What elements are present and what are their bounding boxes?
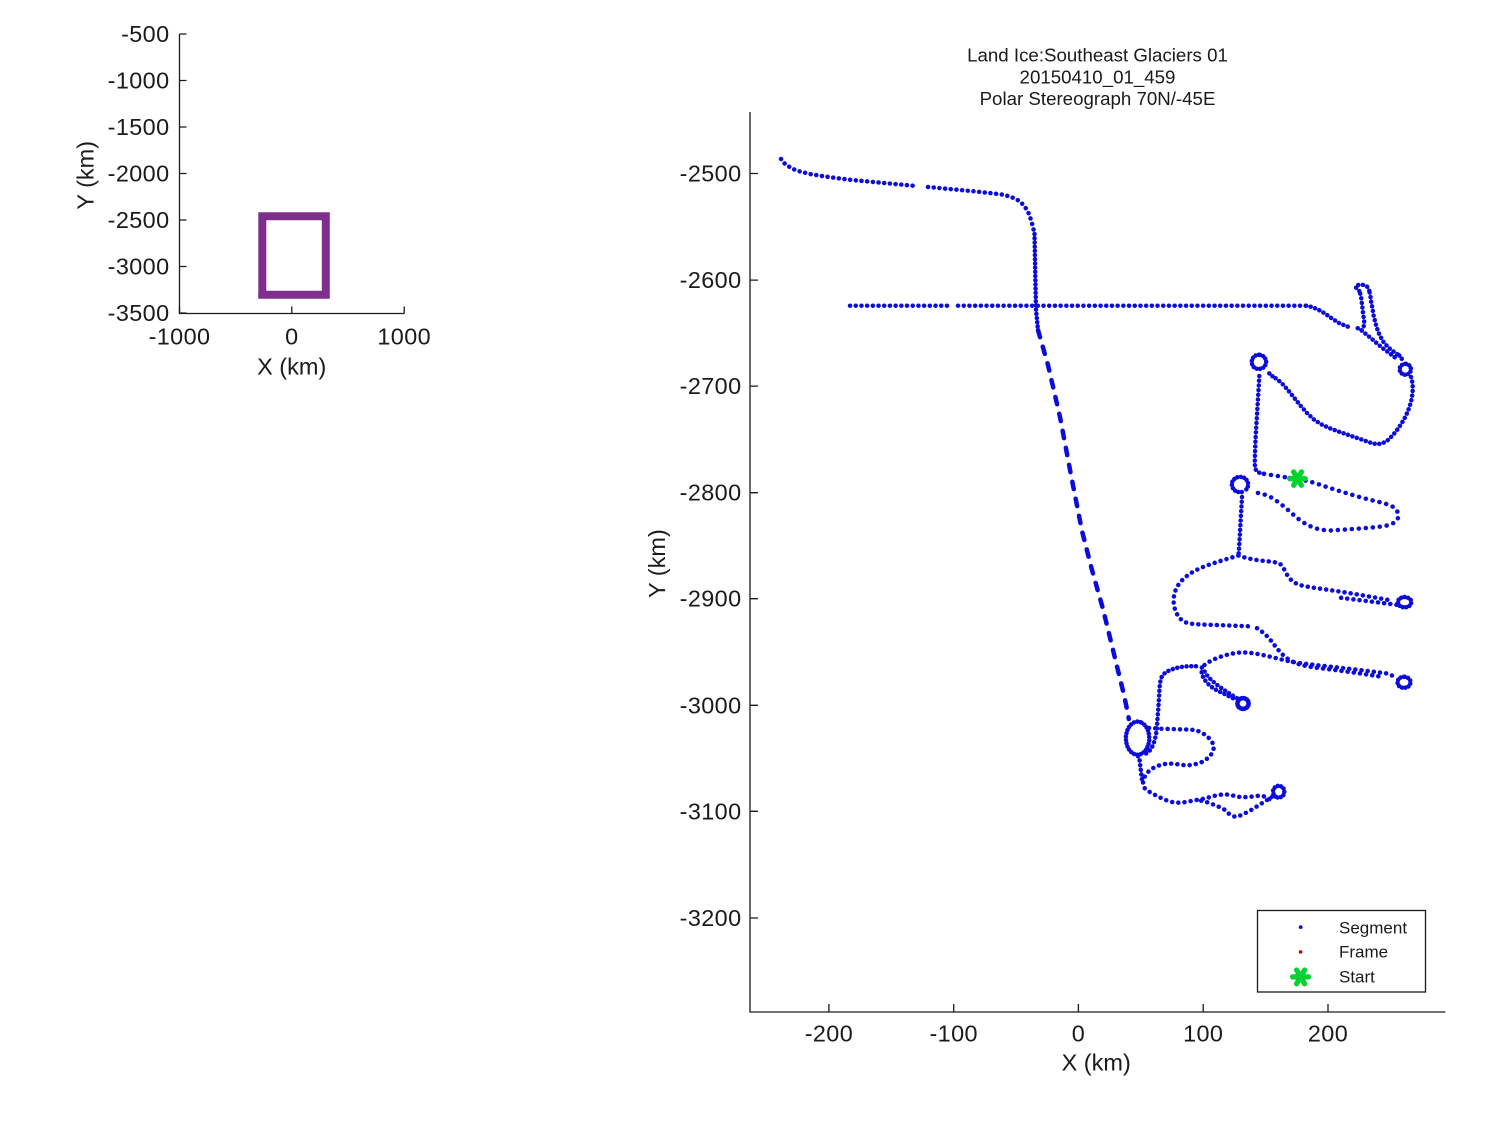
- svg-text:100: 100: [1183, 1021, 1223, 1047]
- svg-text:X (km): X (km): [257, 354, 326, 380]
- svg-text:Land Ice:Southeast Glaciers 01: Land Ice:Southeast Glaciers 01: [967, 45, 1228, 66]
- svg-text:20150410_01_459: 20150410_01_459: [1020, 66, 1176, 88]
- svg-text:-1000: -1000: [149, 324, 211, 350]
- svg-text:Polar Stereograph 70N/-45E: Polar Stereograph 70N/-45E: [980, 88, 1216, 109]
- svg-text:-3200: -3200: [680, 905, 742, 931]
- svg-text:Start: Start: [1339, 968, 1375, 987]
- svg-text:-2500: -2500: [680, 161, 742, 187]
- svg-text:0: 0: [1072, 1021, 1085, 1047]
- svg-text:-2700: -2700: [680, 373, 742, 399]
- svg-text:-500: -500: [121, 21, 169, 47]
- svg-text:1000: 1000: [377, 324, 431, 350]
- svg-text:200: 200: [1308, 1021, 1348, 1047]
- svg-text:-1500: -1500: [108, 114, 170, 140]
- svg-text:-2600: -2600: [680, 267, 742, 293]
- svg-text:-2000: -2000: [108, 160, 170, 186]
- svg-text:-100: -100: [929, 1021, 977, 1047]
- svg-text:-3500: -3500: [108, 300, 170, 326]
- svg-text:0: 0: [285, 324, 298, 350]
- svg-text:-1000: -1000: [108, 67, 170, 93]
- svg-text:-3000: -3000: [680, 692, 742, 718]
- svg-text:Y (km): Y (km): [72, 141, 98, 210]
- svg-text:-200: -200: [805, 1021, 853, 1047]
- svg-text:Y (km): Y (km): [644, 529, 670, 598]
- svg-text:-2500: -2500: [108, 207, 170, 233]
- svg-text:-2800: -2800: [680, 480, 742, 506]
- svg-text:-3100: -3100: [680, 798, 742, 824]
- svg-text:Frame: Frame: [1339, 943, 1388, 962]
- svg-text:-3000: -3000: [108, 253, 170, 279]
- svg-text:-2900: -2900: [680, 586, 742, 612]
- svg-text:Segment: Segment: [1339, 918, 1407, 937]
- svg-text:X (km): X (km): [1062, 1050, 1131, 1076]
